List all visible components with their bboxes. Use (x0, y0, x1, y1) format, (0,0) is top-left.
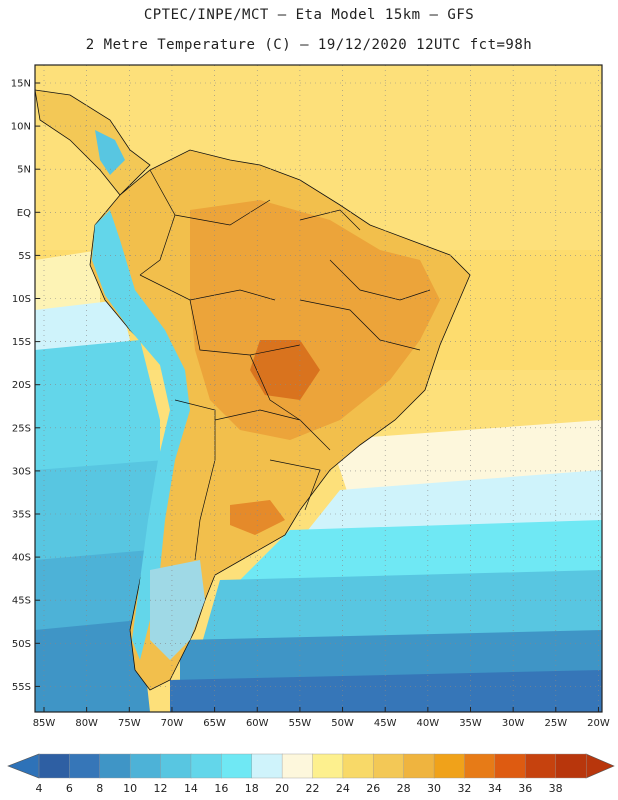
lon-label: 55W (289, 718, 312, 729)
lat-label: 30S (12, 466, 31, 477)
colorbar-label: 8 (96, 782, 103, 795)
lat-label: 15N (11, 79, 31, 90)
colorbar-swatch (221, 753, 253, 779)
colorbar-label: 32 (457, 782, 471, 795)
colorbar-swatch (281, 753, 314, 779)
latitude-axis: 15N 10N 5N EQ 5S 10S 15S 20S 25S 30S 35S 40S 45S 50S 5… (11, 79, 40, 693)
atlantic-polar-band (170, 670, 602, 712)
lon-label: 30W (502, 718, 525, 729)
lon-label: 20W (587, 718, 610, 729)
lat-label: 5S (18, 251, 31, 262)
country-borders (139, 169, 431, 561)
colorbar-swatch (403, 753, 435, 779)
lon-label: 65W (203, 718, 226, 729)
colorbar-swatch (433, 753, 466, 779)
longitude-axis: 85W 80W 75W 70W 65W 60W 55W 50W 45W 40W 35W 30W 25W 2… (33, 707, 610, 729)
colorbar-label: 36 (518, 782, 532, 795)
colorbar-label: 26 (366, 782, 380, 795)
lon-label: 35W (459, 718, 482, 729)
lon-label: 75W (118, 718, 141, 729)
colorbar-label: 16 (214, 782, 228, 795)
lat-label: 25S (12, 423, 31, 434)
colorbar-swatch (69, 753, 101, 779)
colorbar-label: 18 (245, 782, 259, 795)
colorbar-swatch (342, 753, 374, 779)
lon-label: 45W (374, 718, 397, 729)
lat-label: 55S (12, 682, 31, 693)
colorbar-label: 20 (275, 782, 289, 795)
colorbar-label: 30 (427, 782, 441, 795)
colorbar-label: 14 (184, 782, 198, 795)
colorbar-label: 24 (336, 782, 350, 795)
pacific-polar-band (35, 620, 150, 712)
colorbar-swatch (190, 753, 223, 779)
colorbar-swatch (494, 753, 526, 779)
lat-label: 50S (12, 639, 31, 650)
lon-label: 40W (417, 718, 440, 729)
pacific-far-south-band (35, 550, 150, 630)
lon-label: 80W (75, 718, 98, 729)
temperature-colorbar: 4 6 8 10 12 14 16 18 20 22 24 26 28 30 32 34 36 38 (7, 753, 615, 795)
colorbar-swatch (99, 753, 131, 779)
colorbar-label: 38 (549, 782, 563, 795)
atlantic-south-band (200, 570, 602, 650)
patagonia-cool-region (150, 560, 205, 660)
central-america-highlands (95, 130, 125, 175)
lon-label: 50W (331, 718, 354, 729)
lat-label: 40S (12, 553, 31, 564)
colorbar-swatch (373, 753, 405, 779)
hot-spot-pampas (230, 500, 285, 535)
lon-label: 60W (246, 718, 269, 729)
colorbar-swatch (160, 753, 192, 779)
colorbar-label: 6 (66, 782, 73, 795)
colorbar-label: 4 (36, 782, 43, 795)
lat-label: 10S (12, 294, 31, 305)
colorbar-label: 10 (123, 782, 137, 795)
lon-label: 25W (544, 718, 567, 729)
lat-label: EQ (17, 208, 31, 219)
colorbar-high-arrow (585, 753, 615, 779)
pacific-mid-band (35, 340, 160, 470)
lat-label: 5N (17, 165, 31, 176)
map-title-line-1: CPTEC/INPE/MCT – Eta Model 15km – GFS (143, 7, 475, 23)
lat-label: 10N (11, 122, 31, 133)
central-america-landmass (35, 89, 151, 196)
pacific-south-band (35, 460, 165, 560)
map-frame (34, 64, 603, 713)
map-plot-area (35, 65, 602, 712)
lon-label: 85W (33, 718, 56, 729)
colorbar-low-arrow (7, 753, 40, 779)
hot-spot-mato-grosso (250, 340, 320, 400)
colorbar-label: 12 (154, 782, 168, 795)
lat-label: 20S (12, 380, 31, 391)
colorbar-label: 28 (397, 782, 411, 795)
colorbar-swatch (38, 753, 71, 779)
interior-hot-region (190, 200, 440, 440)
colorbar-swatch (555, 753, 587, 779)
colorbar-swatch (251, 753, 283, 779)
colorbar-swatch (464, 753, 496, 779)
andes-cool-strip (92, 210, 190, 660)
colorbar-label: 34 (488, 782, 502, 795)
map-title-line-2: 2 Metre Temperature (C) – 19/12/2020 12U… (85, 37, 533, 53)
lat-label: 45S (12, 596, 31, 607)
colorbar-swatch (129, 753, 162, 779)
lon-label: 70W (161, 718, 184, 729)
colorbar-swatch (312, 753, 344, 779)
colorbar-swatch (525, 753, 557, 779)
lat-label: 15S (12, 337, 31, 348)
colorbar-label: 22 (306, 782, 320, 795)
lat-label: 35S (12, 510, 31, 521)
